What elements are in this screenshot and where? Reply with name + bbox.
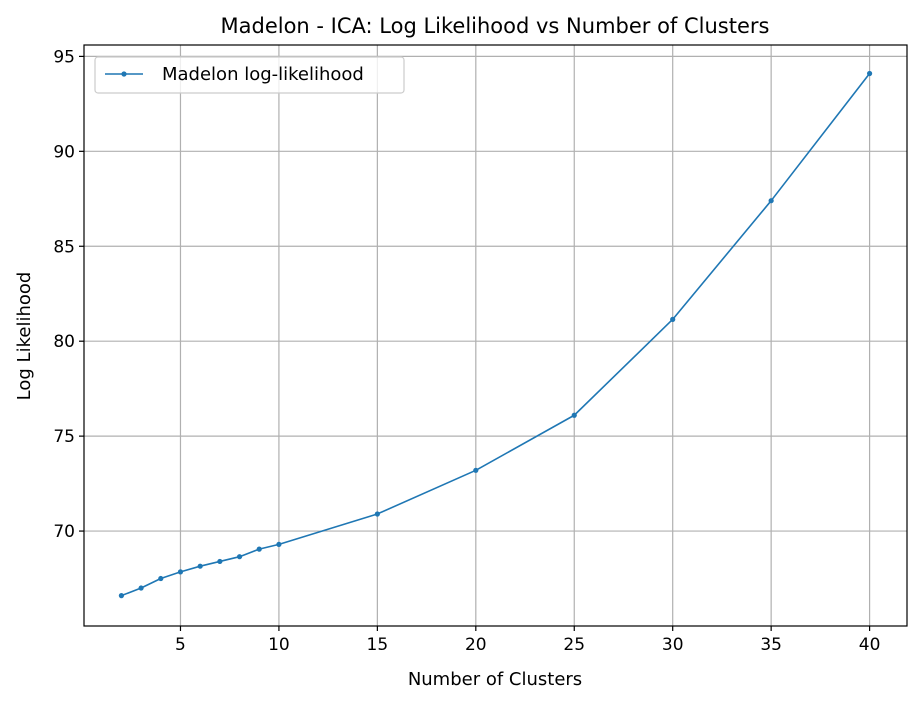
series-layer <box>118 70 873 599</box>
chart-title: Madelon - ICA: Log Likelihood vs Number … <box>221 14 770 38</box>
data-point <box>158 575 164 582</box>
data-point <box>177 569 184 575</box>
data-point <box>276 541 282 547</box>
y-tick-label: 80 <box>53 332 75 352</box>
y-tick-label: 85 <box>53 237 75 257</box>
x-tick-label: 15 <box>367 635 389 655</box>
y-tick-label: 70 <box>53 522 75 542</box>
x-tick-label: 20 <box>465 635 487 655</box>
data-point <box>236 554 243 560</box>
x-tick-label: 30 <box>662 635 684 655</box>
y-axis-label: Log Likelihood <box>14 272 35 401</box>
axis-ticks: 5 10 15 20 25 30 35 40 70 75 80 85 90 95 <box>53 47 880 655</box>
data-point <box>571 412 577 418</box>
x-tick-label: 35 <box>760 635 782 655</box>
x-axis-label: Number of Clusters <box>408 669 582 690</box>
data-point <box>217 558 223 565</box>
data-point <box>138 585 144 591</box>
y-tick-label: 90 <box>53 142 75 162</box>
x-tick-label: 25 <box>563 635 585 655</box>
y-tick-label: 95 <box>53 47 75 67</box>
data-point <box>197 563 203 569</box>
x-tick-label: 10 <box>268 635 290 655</box>
grid <box>84 45 907 626</box>
x-tick-label: 5 <box>175 635 186 655</box>
data-point <box>866 70 873 77</box>
data-point <box>374 511 380 517</box>
plot-area-frame <box>83 44 908 627</box>
x-tick-label: 40 <box>859 635 881 655</box>
y-tick-label: 75 <box>53 427 75 447</box>
legend-marker-swatch <box>121 71 127 77</box>
legend: Madelon log-likelihood <box>94 56 405 94</box>
data-point <box>118 593 125 599</box>
data-point <box>670 316 676 322</box>
data-point <box>256 546 262 552</box>
data-point <box>473 467 479 473</box>
data-point <box>768 198 774 204</box>
legend-box <box>94 56 405 94</box>
legend-label: Madelon log-likelihood <box>162 64 364 85</box>
